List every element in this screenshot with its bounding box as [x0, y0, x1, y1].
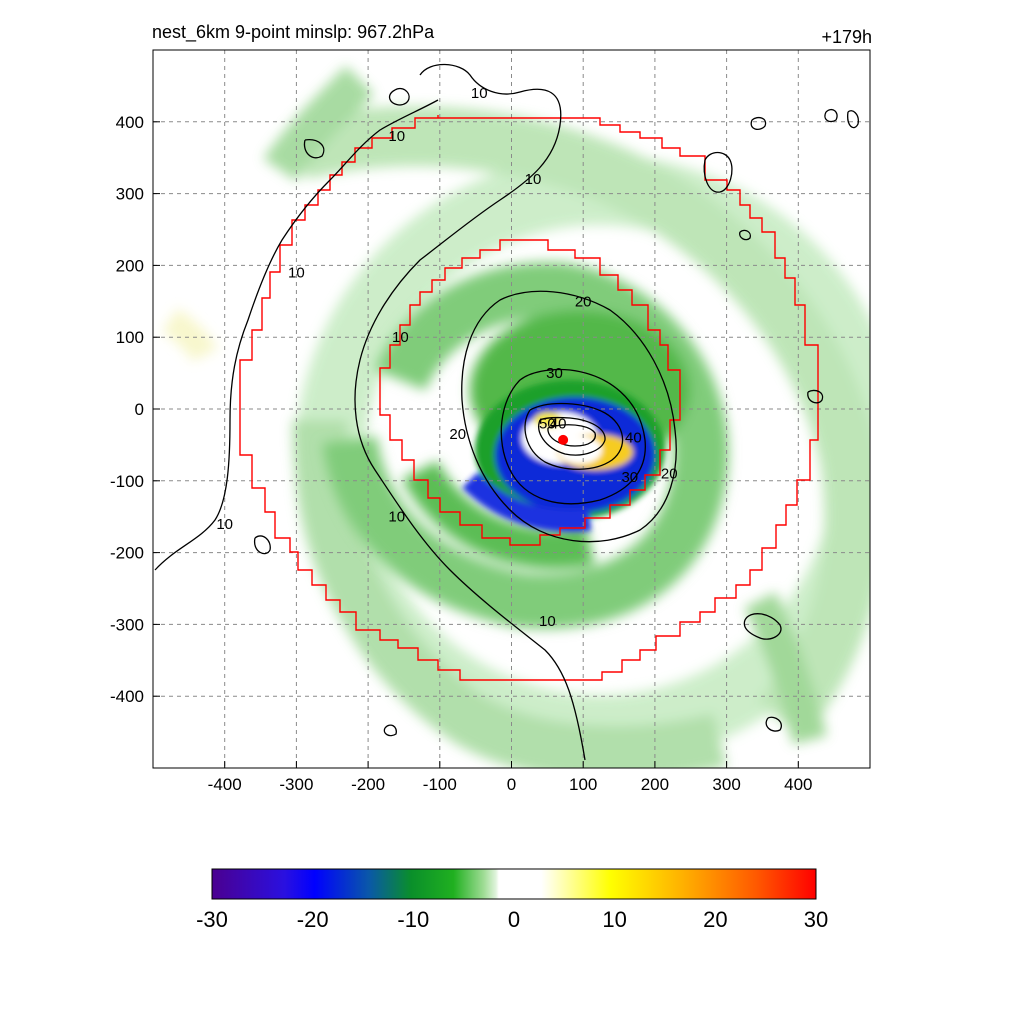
y-tick-label: -100: [110, 472, 144, 491]
contour-label: 10: [471, 85, 488, 102]
contour-label: 40: [550, 415, 567, 432]
x-tick-label: -400: [208, 775, 242, 794]
nest-boundaries: [239, 115, 819, 681]
contour-label: 30: [621, 469, 638, 486]
chart-title: nest_6km 9-point minslp: 967.2hPa: [152, 22, 435, 42]
x-tick-label: 100: [569, 775, 597, 794]
inner-nest-boundary: [379, 239, 681, 546]
colorbar-ticks: -30 -20 -10 0 10 20 30: [196, 907, 828, 932]
contour-label: 20: [661, 466, 678, 483]
y-tick-label: -200: [110, 544, 144, 563]
colorbar-tick-label: -30: [196, 907, 228, 932]
y-tick-label: 0: [135, 400, 144, 419]
colorbar-tick-label: -10: [397, 907, 429, 932]
outer-nest-boundary: [239, 115, 819, 681]
contour-label: 40: [625, 430, 642, 447]
contour-label: 10: [539, 613, 556, 630]
contour-label: 20: [449, 426, 466, 443]
y-tick-label: -300: [110, 615, 144, 634]
contour-label: 10: [392, 329, 409, 346]
contour-label: 10: [288, 265, 305, 282]
contour-label: 30: [546, 365, 563, 382]
x-tick-label: -100: [423, 775, 457, 794]
contour-label: 10: [388, 128, 405, 145]
y-tick-label: 400: [116, 113, 144, 132]
x-tick-label: 0: [507, 775, 516, 794]
forecast-hour-label: +179h: [821, 27, 872, 47]
contour-label: 10: [525, 171, 542, 188]
shaded-field: [161, 65, 870, 768]
x-tick-label: -200: [351, 775, 385, 794]
x-tick-label: 200: [641, 775, 669, 794]
contour-label: 20: [575, 293, 592, 310]
colorbar-tick-label: 10: [602, 907, 626, 932]
y-axis: 400 300 200 100 0 -100 -200 -300 -400: [110, 113, 160, 706]
x-tick-label: 300: [712, 775, 740, 794]
x-tick-label: 400: [784, 775, 812, 794]
x-axis: -400 -300 -200 -100 0 100 200 300 400: [208, 761, 812, 794]
colorbar-tick-label: 20: [703, 907, 727, 932]
y-tick-label: -400: [110, 687, 144, 706]
colorbar: [211, 868, 817, 900]
y-tick-label: 100: [116, 328, 144, 347]
y-tick-label: 200: [116, 256, 144, 275]
colorbar-tick-label: 30: [804, 907, 828, 932]
colorbar-tick-label: -20: [297, 907, 329, 932]
x-tick-label: -300: [279, 775, 313, 794]
storm-center-marker: [558, 434, 569, 445]
y-tick-label: 300: [116, 185, 144, 204]
contour-label: 10: [216, 516, 233, 533]
contour-label: 50: [539, 415, 556, 432]
colorbar-tick-label: 0: [508, 907, 520, 932]
contour-lines: [154, 63, 859, 761]
contour-label: 10: [388, 509, 405, 526]
